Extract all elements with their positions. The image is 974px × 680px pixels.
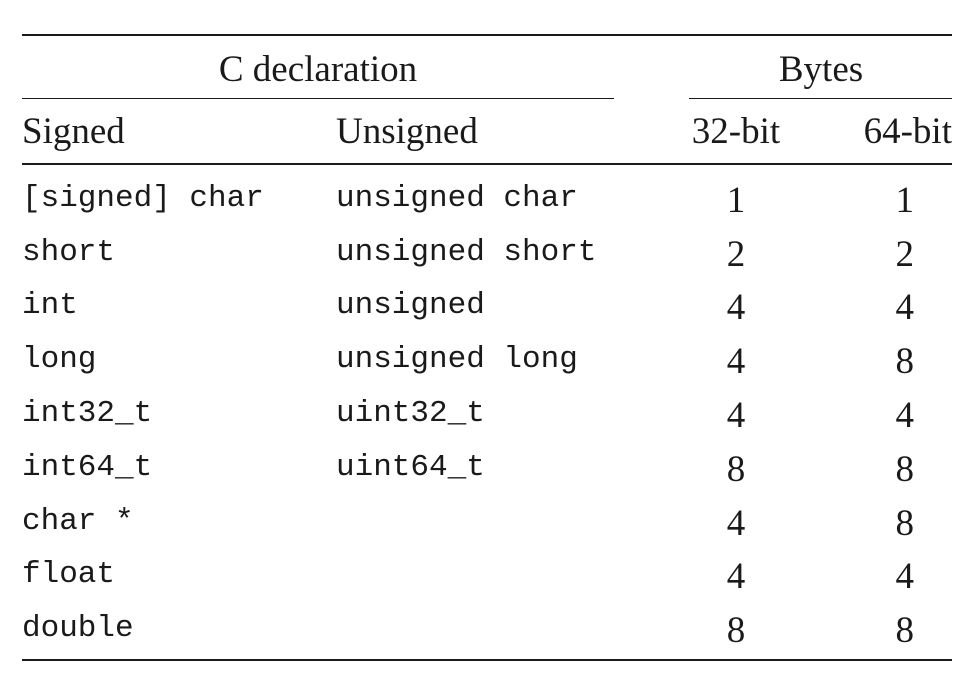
bytes-group-header: Bytes	[778, 49, 864, 90]
bytes-group-rule	[689, 98, 952, 99]
bytes-64bit-cell: 8	[895, 503, 915, 544]
unsigned-cell: unsigned char	[336, 181, 578, 216]
bytes-32bit-cell: 4	[726, 395, 746, 436]
signed-cell: double	[22, 611, 134, 646]
bit32-column-header: 32-bit	[691, 111, 781, 152]
unsigned-cell: unsigned	[336, 288, 485, 323]
bytes-64bit-cell: 8	[895, 449, 915, 490]
bytes-64bit-cell: 4	[895, 287, 915, 328]
bytes-32bit-cell: 2	[726, 234, 746, 275]
signed-cell: int64_t	[22, 450, 153, 485]
signed-cell: char *	[22, 504, 134, 539]
header-rule	[22, 163, 952, 165]
unsigned-cell: unsigned short	[336, 235, 597, 270]
declaration-group-rule	[22, 98, 614, 99]
bytes-32bit-cell: 4	[726, 556, 746, 597]
signed-cell: float	[22, 557, 116, 592]
signed-cell: short	[22, 235, 116, 270]
bytes-32bit-cell: 1	[726, 180, 746, 221]
bytes-64bit-cell: 2	[895, 234, 915, 275]
bytes-64bit-cell: 4	[895, 395, 915, 436]
bytes-64bit-cell: 4	[895, 556, 915, 597]
signed-column-header: Signed	[22, 111, 125, 152]
signed-cell: [signed] char	[22, 181, 264, 216]
bit64-column-header: 64-bit	[863, 111, 952, 152]
bytes-64bit-cell: 8	[895, 610, 915, 651]
bottom-rule	[22, 659, 952, 661]
bytes-32bit-cell: 8	[726, 449, 746, 490]
bytes-32bit-cell: 4	[726, 287, 746, 328]
unsigned-cell: uint64_t	[336, 450, 485, 485]
bytes-64bit-cell: 1	[895, 180, 915, 221]
bytes-32bit-cell: 8	[726, 610, 746, 651]
bytes-64bit-cell: 8	[895, 341, 915, 382]
unsigned-cell: unsigned long	[336, 342, 578, 377]
top-rule	[22, 34, 952, 36]
bytes-32bit-cell: 4	[726, 341, 746, 382]
signed-cell: int	[22, 288, 78, 323]
unsigned-column-header: Unsigned	[336, 111, 478, 152]
unsigned-cell: uint32_t	[336, 396, 485, 431]
declaration-group-header: C declaration	[218, 49, 418, 90]
bytes-32bit-cell: 4	[726, 503, 746, 544]
signed-cell: long	[22, 342, 97, 377]
signed-cell: int32_t	[22, 396, 153, 431]
